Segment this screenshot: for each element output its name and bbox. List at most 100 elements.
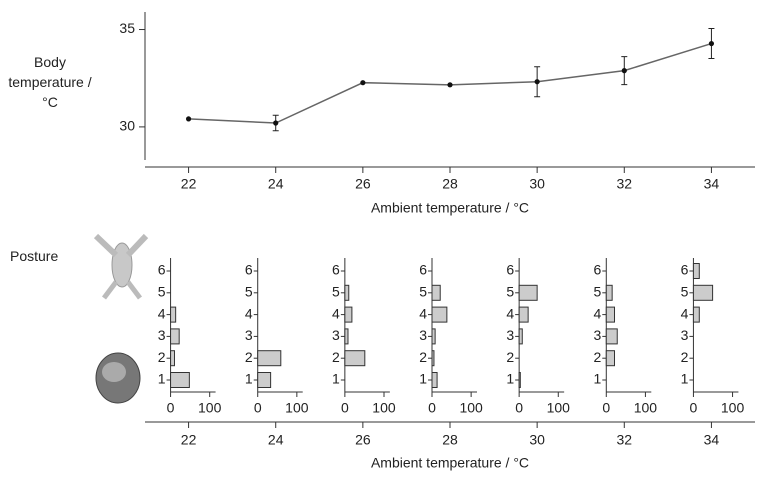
bar xyxy=(344,328,349,345)
panel-y-tick-label: 2 xyxy=(506,349,514,365)
bar xyxy=(344,284,350,301)
x-tick-label: 32 xyxy=(616,176,632,192)
panel-x-tick-label: 0 xyxy=(428,400,436,416)
x-axis-title: Ambient temperature / °C xyxy=(371,455,529,471)
y-axis-title: Posture xyxy=(10,248,59,264)
panel-x-tick-label: 100 xyxy=(547,400,571,416)
bar xyxy=(257,350,282,367)
panel-y-tick-label: 2 xyxy=(332,349,340,365)
panel-y-tick-label: 3 xyxy=(593,327,601,343)
panel-y-tick-label: 6 xyxy=(332,262,340,278)
bar xyxy=(170,372,190,388)
x-tick-label: 24 xyxy=(268,176,284,192)
panel-y-tick-label: 1 xyxy=(419,371,427,387)
panel-y-tick-label: 5 xyxy=(158,284,166,300)
panel-x-tick-label: 0 xyxy=(602,400,610,416)
panel-y-tick-label: 4 xyxy=(593,305,601,321)
x-axis-title: Ambient temperature / °C xyxy=(371,200,529,216)
bar xyxy=(518,372,521,388)
panel-y-tick-label: 6 xyxy=(419,262,427,278)
data-point xyxy=(360,80,366,86)
x-tick-label: 28 xyxy=(442,432,458,448)
panel-y-tick-label: 4 xyxy=(332,305,340,321)
panel-y-tick-label: 3 xyxy=(332,327,340,343)
panel-x-tick-label: 100 xyxy=(372,400,396,416)
x-tick-label: 24 xyxy=(268,432,284,448)
panel-y-tick-label: 4 xyxy=(245,305,253,321)
panel-x-tick-label: 0 xyxy=(515,400,523,416)
panel-x-tick-label: 0 xyxy=(690,400,698,416)
panel-x-tick-label: 100 xyxy=(459,400,483,416)
bar xyxy=(605,284,613,301)
panel-y-tick-label: 5 xyxy=(419,284,427,300)
data-point xyxy=(534,79,540,85)
x-tick-label: 32 xyxy=(616,432,632,448)
data-point xyxy=(447,82,453,88)
panel-x-tick-label: 100 xyxy=(721,400,745,416)
panel-y-tick-label: 1 xyxy=(681,371,689,387)
panel-y-tick-label: 5 xyxy=(593,284,601,300)
panel-y-tick-label: 5 xyxy=(245,284,253,300)
x-tick-label: 28 xyxy=(442,176,458,192)
bar xyxy=(518,306,529,323)
bar xyxy=(170,328,180,345)
x-tick-label: 26 xyxy=(355,432,371,448)
x-tick-label: 34 xyxy=(704,176,720,192)
y-tick-label: 30 xyxy=(119,118,135,134)
panel-y-tick-label: 4 xyxy=(506,305,514,321)
bar xyxy=(170,306,177,323)
panel-y-tick-label: 3 xyxy=(245,327,253,343)
panel-y-tick-label: 1 xyxy=(245,371,253,387)
photo-curled xyxy=(95,352,141,404)
photo-stretched xyxy=(93,233,149,300)
panel-x-tick-label: 0 xyxy=(341,400,349,416)
panel-y-tick-label: 1 xyxy=(158,371,166,387)
panel-y-tick-label: 3 xyxy=(419,327,427,343)
bar xyxy=(518,284,538,301)
panel-y-tick-label: 3 xyxy=(158,327,166,343)
bar xyxy=(344,306,353,323)
panel-x-tick-label: 100 xyxy=(634,400,658,416)
x-tick-label: 22 xyxy=(181,432,197,448)
panel-y-tick-label: 6 xyxy=(681,262,689,278)
bar xyxy=(431,284,441,301)
bar xyxy=(257,372,272,388)
panel-y-tick-label: 2 xyxy=(593,349,601,365)
bar xyxy=(605,350,616,367)
panel-y-tick-label: 6 xyxy=(593,262,601,278)
panel-y-tick-label: 2 xyxy=(681,349,689,365)
panel-y-tick-label: 5 xyxy=(506,284,514,300)
panel-y-tick-label: 4 xyxy=(419,305,427,321)
bar xyxy=(170,350,175,367)
data-point xyxy=(185,116,192,122)
panel-x-tick-label: 100 xyxy=(285,400,309,416)
bar xyxy=(518,328,523,345)
panel-y-tick-label: 2 xyxy=(419,349,427,365)
bar xyxy=(692,306,700,323)
x-tick-label: 34 xyxy=(704,432,720,448)
panel-y-tick-label: 6 xyxy=(506,262,514,278)
panel-x-tick-label: 100 xyxy=(198,400,222,416)
panel-y-tick-label: 5 xyxy=(332,284,340,300)
bar xyxy=(431,372,438,388)
x-tick-label: 30 xyxy=(529,432,545,448)
panel-y-tick-label: 1 xyxy=(506,371,514,387)
panel-y-tick-label: 2 xyxy=(158,349,166,365)
panel-y-tick-label: 4 xyxy=(158,305,166,321)
panel-y-tick-label: 6 xyxy=(245,262,253,278)
panel-y-tick-label: 2 xyxy=(245,349,253,365)
bar xyxy=(344,350,366,367)
panel-y-tick-label: 3 xyxy=(681,327,689,343)
data-point xyxy=(621,68,627,74)
x-tick-label: 30 xyxy=(529,176,545,192)
panel-y-tick-label: 4 xyxy=(681,305,689,321)
bar xyxy=(431,328,436,345)
data-point xyxy=(708,40,715,47)
panel-y-tick-label: 6 xyxy=(158,262,166,278)
x-tick-label: 22 xyxy=(181,176,197,192)
bar xyxy=(692,284,714,301)
y-axis-title: Body temperature / °C xyxy=(8,54,92,110)
panel-y-tick-label: 3 xyxy=(506,327,514,343)
